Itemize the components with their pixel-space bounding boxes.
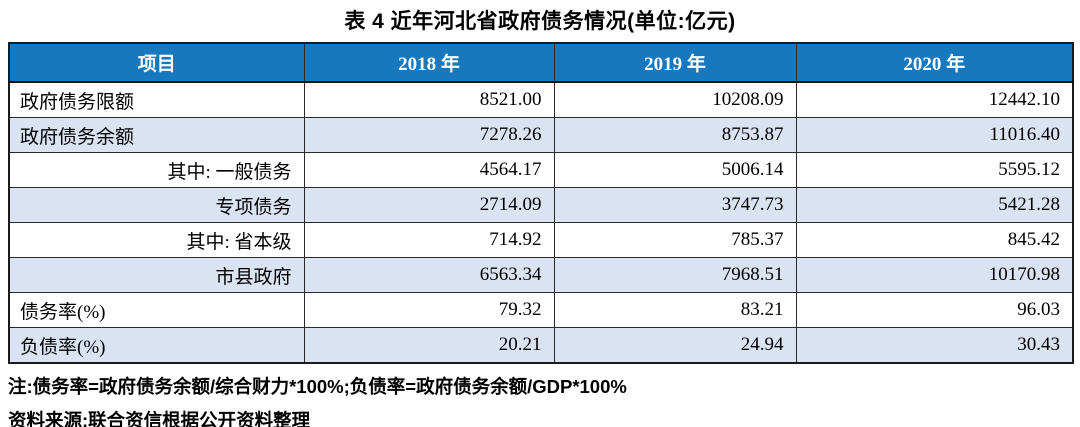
cell-value: 12442.10: [795, 81, 1074, 118]
source-note: 资料来源:联合资信根据公开资料整理: [8, 410, 311, 427]
table-row: 负债率(%) 20.21 24.94 30.43: [8, 327, 1074, 364]
row-label: 其中: 一般债务: [8, 152, 305, 188]
table-row: 其中: 省本级 714.92 785.37 845.42: [8, 222, 1074, 258]
cell-value: 10208.09: [553, 81, 797, 118]
table-row: 市县政府 6563.34 7968.51 10170.98: [8, 257, 1074, 293]
table-title: 表 4 近年河北省政府债务情况(单位:亿元): [344, 10, 736, 33]
cell-value: 6563.34: [303, 257, 555, 293]
column-header-2019: 2019 年: [553, 42, 797, 83]
cell-value: 11016.40: [795, 117, 1074, 153]
cell-value: 8753.87: [553, 117, 797, 153]
cell-value: 714.92: [303, 222, 555, 258]
debt-table: 项目 2018 年 2019 年 2020 年 政府债务限额 8521.00 1…: [8, 42, 1074, 364]
row-label: 专项债务: [8, 187, 305, 223]
cell-value: 845.42: [795, 222, 1074, 258]
cell-value: 96.03: [795, 292, 1074, 328]
column-header-item: 项目: [8, 42, 305, 83]
cell-value: 7968.51: [553, 257, 797, 293]
cell-value: 79.32: [303, 292, 555, 328]
table-row: 债务率(%) 79.32 83.21 96.03: [8, 292, 1074, 328]
cell-value: 4564.17: [303, 152, 555, 188]
cell-value: 24.94: [553, 327, 797, 364]
cell-value: 7278.26: [303, 117, 555, 153]
table-row: 其中: 一般债务 4564.17 5006.14 5595.12: [8, 152, 1074, 188]
column-header-2020: 2020 年: [795, 42, 1074, 83]
cell-value: 10170.98: [795, 257, 1074, 293]
header-row: 项目 2018 年 2019 年 2020 年: [8, 42, 1074, 83]
cell-value: 3747.73: [553, 187, 797, 223]
table-row: 政府债务限额 8521.00 10208.09 12442.10: [8, 81, 1074, 118]
cell-value: 30.43: [795, 327, 1074, 364]
row-label: 负债率(%): [8, 327, 305, 364]
row-label: 政府债务余额: [8, 117, 305, 153]
cell-value: 5595.12: [795, 152, 1074, 188]
row-label: 债务率(%): [8, 292, 305, 328]
row-label: 政府债务限额: [8, 81, 305, 118]
cell-value: 20.21: [303, 327, 555, 364]
row-label: 市县政府: [8, 257, 305, 293]
row-label: 其中: 省本级: [8, 222, 305, 258]
cell-value: 8521.00: [303, 81, 555, 118]
cell-value: 5421.28: [795, 187, 1074, 223]
column-header-2018: 2018 年: [303, 42, 555, 83]
cell-value: 785.37: [553, 222, 797, 258]
table-row: 专项债务 2714.09 3747.73 5421.28: [8, 187, 1074, 223]
cell-value: 5006.14: [553, 152, 797, 188]
footnote: 注:债务率=政府债务余额/综合财力*100%;负债率=政府债务余额/GDP*10…: [8, 376, 627, 397]
cell-value: 2714.09: [303, 187, 555, 223]
table-row: 政府债务余额 7278.26 8753.87 11016.40: [8, 117, 1074, 153]
cell-value: 83.21: [553, 292, 797, 328]
